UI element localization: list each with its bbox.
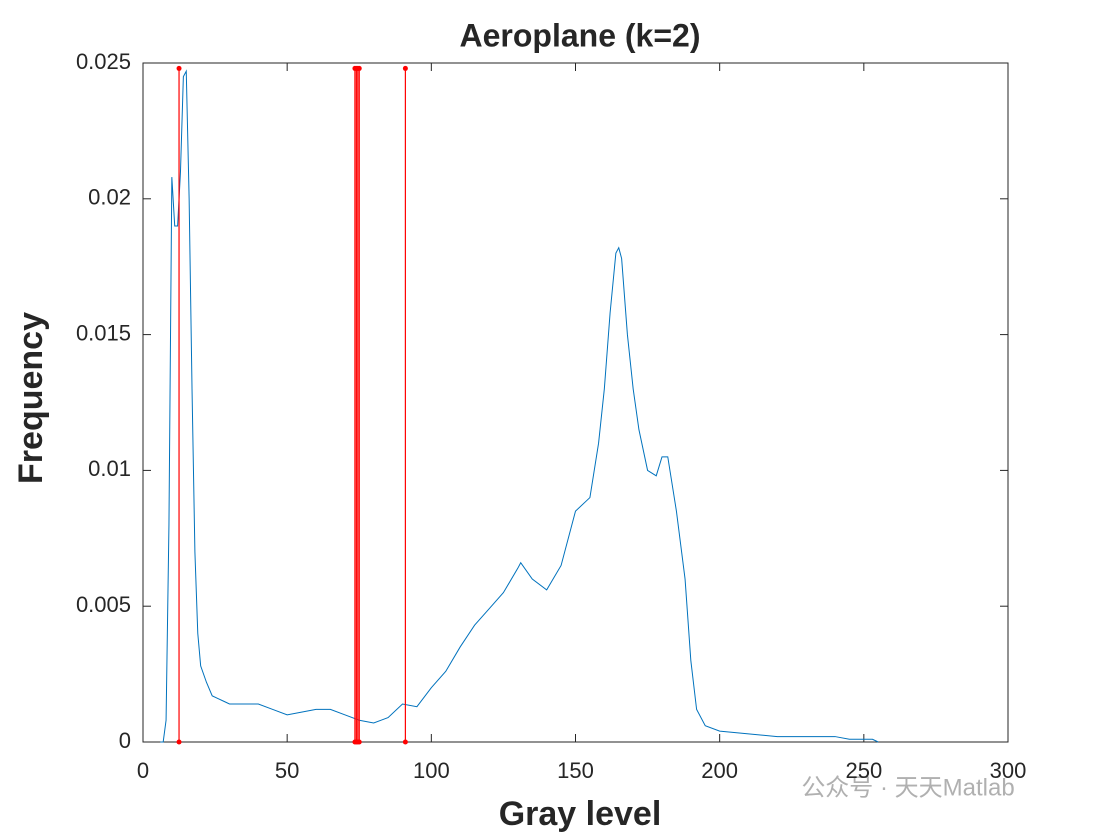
- stem-base-marker: [356, 739, 362, 745]
- x-tick-label: 0: [137, 758, 149, 783]
- x-tick-label: 50: [275, 758, 299, 783]
- x-tick-label: 200: [701, 758, 738, 783]
- y-tick-label: 0.025: [76, 49, 131, 74]
- y-tick-label: 0.005: [76, 592, 131, 617]
- watermark: 公众号 · 天天Matlab: [801, 774, 1014, 801]
- stem-base-marker: [402, 739, 408, 745]
- y-axis-label: Frequency: [12, 312, 50, 484]
- x-axis-label: Gray level: [499, 795, 662, 833]
- y-tick-label: 0: [119, 728, 131, 753]
- stem-top-marker: [356, 65, 362, 71]
- y-tick-label: 0.02: [88, 185, 131, 210]
- x-tick-label: 250: [845, 758, 882, 783]
- stem-base-marker: [176, 739, 182, 745]
- x-tick-label: 150: [557, 758, 594, 783]
- y-tick-label: 0.01: [88, 456, 131, 481]
- stem-top-marker: [402, 65, 408, 71]
- histogram-line: [160, 69, 879, 743]
- x-tick-label: 100: [413, 758, 450, 783]
- stem-top-marker: [176, 65, 182, 71]
- x-tick-label: 300: [990, 758, 1027, 783]
- chart-title: Aeroplane (k=2): [460, 17, 701, 53]
- y-tick-label: 0.015: [76, 320, 131, 345]
